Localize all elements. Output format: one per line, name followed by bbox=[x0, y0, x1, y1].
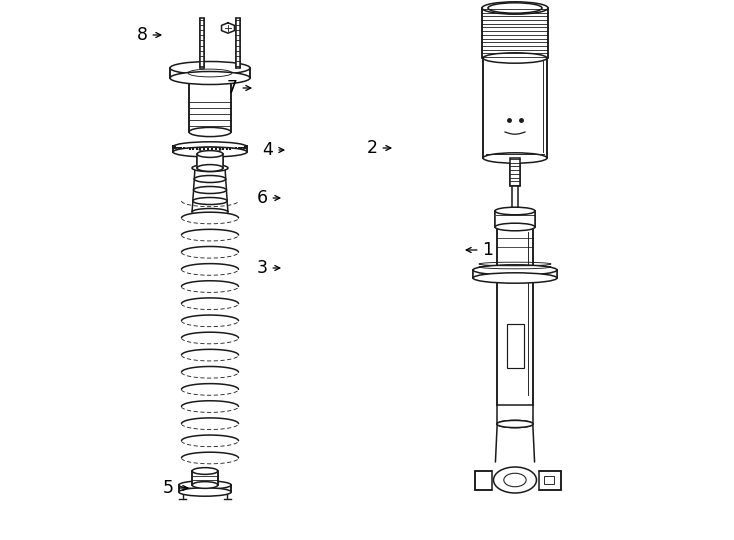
Ellipse shape bbox=[495, 223, 535, 231]
Ellipse shape bbox=[495, 207, 535, 215]
Polygon shape bbox=[181, 264, 239, 269]
Ellipse shape bbox=[195, 176, 226, 183]
Polygon shape bbox=[181, 246, 239, 252]
Polygon shape bbox=[181, 332, 239, 338]
Bar bbox=[226, 148, 228, 150]
Ellipse shape bbox=[179, 488, 231, 496]
Text: 7: 7 bbox=[227, 79, 251, 97]
Ellipse shape bbox=[488, 3, 542, 13]
Text: 6: 6 bbox=[256, 189, 280, 207]
Ellipse shape bbox=[493, 467, 537, 493]
Bar bbox=[240, 147, 242, 149]
Ellipse shape bbox=[194, 186, 227, 193]
Bar bbox=[200, 18, 204, 68]
Polygon shape bbox=[181, 349, 239, 355]
Bar bbox=[189, 148, 191, 150]
Bar bbox=[170, 68, 250, 78]
Bar bbox=[176, 146, 178, 148]
Bar bbox=[172, 145, 174, 147]
Bar bbox=[506, 324, 523, 368]
Bar bbox=[179, 485, 231, 492]
Bar bbox=[172, 146, 175, 147]
Text: 4: 4 bbox=[263, 141, 284, 159]
Ellipse shape bbox=[192, 164, 228, 172]
Polygon shape bbox=[181, 212, 239, 218]
Bar bbox=[196, 148, 197, 150]
Bar bbox=[244, 146, 246, 148]
Ellipse shape bbox=[473, 265, 557, 275]
Ellipse shape bbox=[473, 273, 557, 283]
Text: 8: 8 bbox=[137, 26, 161, 44]
Polygon shape bbox=[181, 452, 239, 458]
Ellipse shape bbox=[173, 147, 247, 157]
Ellipse shape bbox=[170, 71, 250, 84]
Bar bbox=[222, 148, 225, 150]
Ellipse shape bbox=[483, 53, 547, 63]
Bar bbox=[189, 78, 231, 132]
Bar bbox=[203, 148, 206, 150]
Text: 1: 1 bbox=[466, 241, 493, 259]
Bar bbox=[238, 147, 240, 149]
Bar bbox=[219, 148, 221, 150]
Polygon shape bbox=[181, 315, 239, 321]
Ellipse shape bbox=[497, 421, 533, 428]
Bar bbox=[173, 146, 175, 147]
Bar bbox=[244, 146, 247, 147]
Bar bbox=[482, 8, 548, 58]
Polygon shape bbox=[181, 401, 239, 407]
Ellipse shape bbox=[179, 481, 231, 489]
Bar bbox=[175, 146, 176, 148]
Ellipse shape bbox=[497, 421, 533, 428]
Bar bbox=[229, 148, 231, 150]
Bar bbox=[483, 58, 547, 158]
Ellipse shape bbox=[189, 127, 231, 137]
Bar bbox=[186, 147, 188, 150]
Bar bbox=[232, 147, 234, 150]
Ellipse shape bbox=[197, 165, 223, 171]
Polygon shape bbox=[181, 298, 239, 303]
Polygon shape bbox=[181, 418, 239, 424]
Bar bbox=[192, 148, 195, 150]
Bar bbox=[474, 470, 492, 489]
Polygon shape bbox=[222, 23, 234, 33]
Ellipse shape bbox=[192, 482, 218, 488]
Bar bbox=[246, 146, 247, 147]
Bar bbox=[242, 146, 244, 148]
Polygon shape bbox=[181, 281, 239, 287]
Ellipse shape bbox=[193, 198, 228, 205]
Ellipse shape bbox=[483, 153, 547, 163]
Bar bbox=[211, 148, 213, 150]
Bar bbox=[473, 270, 557, 278]
Bar bbox=[510, 158, 520, 186]
Polygon shape bbox=[181, 435, 239, 441]
Text: 3: 3 bbox=[256, 259, 280, 277]
Bar bbox=[181, 147, 182, 149]
Ellipse shape bbox=[173, 142, 247, 152]
Bar bbox=[207, 148, 209, 150]
Polygon shape bbox=[181, 230, 239, 235]
Bar bbox=[192, 471, 218, 485]
Bar bbox=[200, 148, 201, 150]
Bar bbox=[173, 147, 247, 152]
Ellipse shape bbox=[197, 151, 223, 157]
Bar bbox=[183, 147, 185, 149]
Polygon shape bbox=[181, 367, 239, 372]
Ellipse shape bbox=[482, 2, 548, 14]
Bar bbox=[543, 476, 553, 484]
Ellipse shape bbox=[192, 208, 228, 215]
Bar bbox=[497, 227, 533, 405]
Text: 5: 5 bbox=[162, 479, 188, 497]
Text: 2: 2 bbox=[366, 139, 390, 157]
Bar bbox=[235, 147, 237, 149]
Ellipse shape bbox=[192, 468, 218, 474]
Bar bbox=[236, 18, 241, 68]
Bar bbox=[495, 211, 535, 227]
Bar bbox=[197, 154, 223, 168]
Bar bbox=[539, 470, 561, 489]
Bar bbox=[178, 147, 180, 149]
Bar bbox=[215, 148, 217, 150]
Polygon shape bbox=[181, 383, 239, 389]
Bar bbox=[246, 145, 248, 147]
Ellipse shape bbox=[170, 62, 250, 75]
